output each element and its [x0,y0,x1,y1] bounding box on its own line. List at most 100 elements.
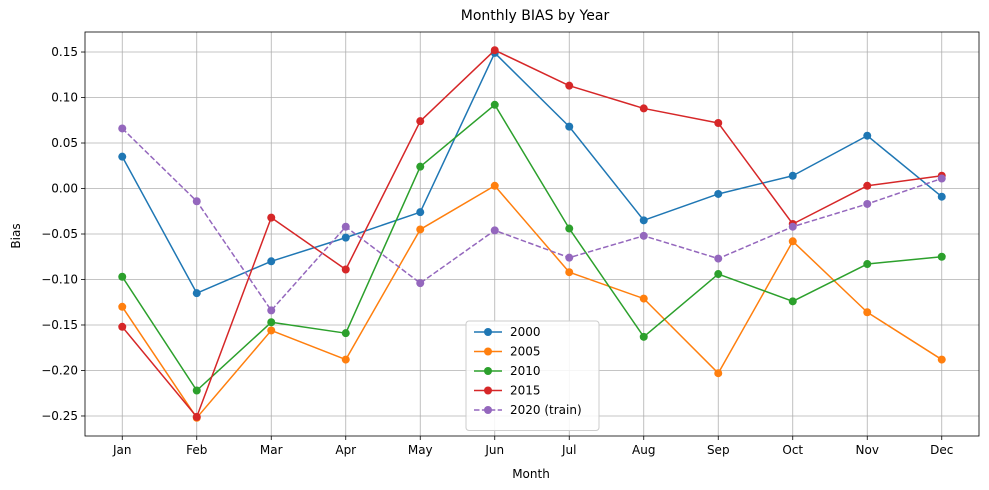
series-line [121,185,943,419]
x-tick-label: May [408,443,433,457]
data-point [416,117,425,126]
legend-label: 2005 [510,345,541,359]
data-point [714,254,723,263]
data-point [639,231,648,240]
data-point [788,222,797,231]
data-point [639,216,648,225]
data-point [490,226,499,235]
x-axis: Jan Feb Mar Apr May Jun Jul Aug Sep Oct Nov Dec [112,436,953,457]
legend-item: 2015 [474,384,541,398]
series-line [121,52,943,294]
data-point [118,152,127,161]
series-2020-train- [118,124,946,315]
legend-swatch-marker [484,367,492,375]
x-tick-label: Feb [186,443,207,457]
data-point [937,355,946,364]
y-axis-label: Bias [9,223,23,248]
data-point [267,306,276,315]
data-point [341,222,350,231]
x-tick-label: Sep [707,443,730,457]
data-point [639,332,648,341]
data-point [118,302,127,311]
legend-swatch-marker [484,406,492,414]
data-point [565,122,574,131]
series-line [121,49,942,418]
data-point [565,224,574,233]
y-tick-label: −0.05 [41,227,78,241]
x-tick-label: Dec [930,443,953,457]
x-tick-label: Mar [260,443,283,457]
data-point [490,100,499,109]
y-tick-label: 0.00 [51,182,78,196]
data-point [788,297,797,306]
data-point [341,265,350,274]
y-axis: −0.25 −0.20 −0.15 −0.10 −0.05 0.00 0.05 0.10 0.1… [41,45,85,423]
y-tick-label: 0.10 [51,91,78,105]
legend-label: 2000 [510,325,541,339]
series-2000 [118,48,946,298]
data-point [937,252,946,261]
legend-item: 2020 (train) [474,403,582,417]
data-point [714,189,723,198]
data-point [341,329,350,338]
data-point [788,171,797,180]
data-point [937,192,946,201]
legend: 2000 2005 2010 2015 2020 (train) [465,320,600,431]
data-point [714,118,723,127]
data-point [490,181,499,190]
data-point [565,253,574,262]
data-point [341,355,350,364]
y-tick-label: −0.20 [41,363,78,377]
data-point [416,208,425,217]
data-point [118,322,127,331]
data-point [490,46,499,55]
data-point [639,104,648,113]
legend-swatch-marker [484,347,492,356]
data-point [863,260,872,269]
legend-item: 2000 [474,325,541,339]
data-point [267,257,276,266]
legend-label: 2010 [510,364,541,378]
data-point [118,272,127,281]
data-point [416,225,425,234]
data-point [863,199,872,208]
data-point [192,412,201,421]
data-point [863,181,872,190]
series-line [121,104,942,392]
data-point [937,174,946,183]
x-tick-label: Nov [856,443,879,457]
series-line [121,127,942,312]
data-point [192,386,201,395]
legend-label: 2015 [510,384,541,398]
chart-title: Monthly BIAS by Year [461,8,610,24]
data-point [192,197,201,206]
x-tick-label: Jul [561,443,576,457]
data-point [863,308,872,317]
data-point [267,326,276,335]
x-tick-label: Oct [782,443,803,457]
legend-swatch-marker [484,386,492,395]
data-point [341,233,350,242]
data-point [863,131,872,140]
data-point [118,124,127,133]
series-layer [118,46,946,422]
legend-item: 2005 [474,345,541,359]
x-tick-label: Jun [484,443,504,457]
data-point [788,237,797,246]
x-tick-label: Jan [112,443,132,457]
y-tick-label: 0.15 [51,45,78,59]
legend-label: 2020 (train) [510,403,582,417]
y-tick-label: 0.05 [51,136,78,150]
series-2010 [118,100,946,395]
data-point [267,213,276,222]
x-tick-label: Aug [632,443,655,457]
data-point [639,294,648,303]
legend-item: 2010 [474,364,541,378]
data-point [714,369,723,378]
data-point [565,268,574,277]
data-point [416,162,425,171]
y-tick-label: −0.25 [41,409,78,423]
legend-box [465,320,600,431]
data-point [267,318,276,327]
